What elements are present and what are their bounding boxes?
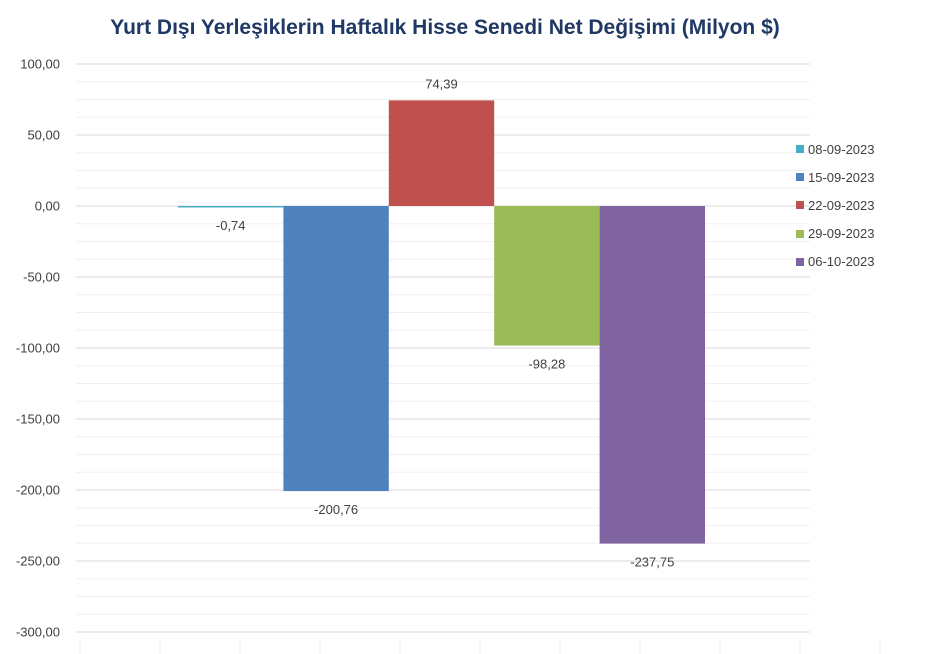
y-tick-label: 0,00: [35, 199, 60, 214]
legend-swatch: [796, 145, 804, 154]
legend-swatch: [796, 257, 804, 266]
legend-label: 29-09-2023: [808, 226, 875, 242]
y-tick-label: -250,00: [16, 554, 60, 569]
y-tick-label: -200,00: [16, 483, 60, 498]
chart-title: Yurt Dışı Yerleşiklerin Haftalık Hisse S…: [110, 16, 780, 39]
bar-08-09-2023: [178, 206, 284, 208]
y-tick-label: 50,00: [27, 128, 60, 143]
legend-item: 08-09-2023: [796, 135, 936, 163]
bar-22-09-2023: [388, 100, 495, 206]
data-label-06-10-2023: -237,75: [630, 555, 674, 570]
bar-06-10-2023: [599, 206, 705, 544]
legend-label: 08-09-2023: [808, 141, 875, 157]
bar-15-09-2023: [283, 206, 389, 492]
legend-item: 29-09-2023: [796, 220, 936, 248]
legend-item: 15-09-2023: [796, 163, 936, 191]
y-tick-label: -150,00: [16, 412, 60, 427]
data-label-08-09-2023: -0,74: [216, 218, 246, 233]
legend-item: 22-09-2023: [796, 191, 936, 219]
legend-label: 15-09-2023: [808, 169, 875, 185]
y-tick-label: -50,00: [23, 270, 60, 285]
legend-label: 22-09-2023: [808, 197, 875, 213]
data-label-22-09-2023: 74,39: [425, 76, 458, 91]
y-tick-label: -300,00: [16, 625, 60, 640]
legend-label: 06-10-2023: [808, 254, 875, 270]
legend-swatch: [796, 229, 804, 238]
y-tick-label: -100,00: [16, 341, 60, 356]
legend-item: 06-10-2023: [796, 248, 936, 276]
y-tick-label: 100,00: [20, 57, 60, 72]
legend: 08-09-2023 15-09-2023 22-09-2023 29-09-2023…: [796, 135, 936, 276]
legend-swatch: [796, 173, 804, 182]
bar-29-09-2023: [494, 206, 600, 346]
data-label-15-09-2023: -200,76: [314, 502, 358, 517]
legend-swatch: [796, 201, 804, 210]
data-label-29-09-2023: -98,28: [528, 357, 565, 372]
